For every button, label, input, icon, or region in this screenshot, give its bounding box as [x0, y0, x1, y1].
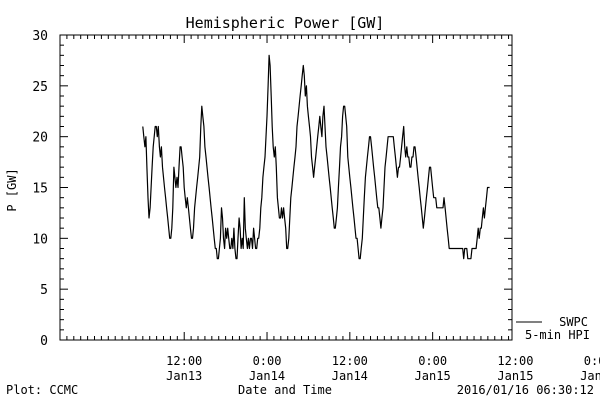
x-tick-time-label: 12:00 — [332, 354, 368, 368]
x-tick-date-label: Jan15 — [497, 369, 533, 383]
x-tick-date-label: Jan14 — [249, 369, 285, 383]
y-tick-label: 15 — [32, 182, 48, 197]
y-tick-label: 5 — [40, 283, 48, 298]
footer-plot-credit: Plot: CCMC — [6, 383, 78, 397]
legend-label-swpc: SWPC — [559, 315, 588, 329]
plot-frame — [59, 34, 513, 341]
x-tick-date-label: Jan13 — [166, 369, 202, 383]
y-tick-label: 25 — [32, 80, 48, 95]
x-tick-time-label: 0:00 — [584, 354, 600, 368]
x-tick-date-label: Jan15 — [415, 369, 451, 383]
y-axis-label: P [GW] — [5, 168, 19, 211]
y-axis-ticks: 0 5 10 15 20 25 30 — [32, 29, 512, 349]
x-tick-time-label: 0:00 — [418, 354, 447, 368]
x-axis-label: Date and Time — [238, 383, 332, 397]
x-tick-date-label: Jan14 — [332, 369, 368, 383]
x-tick-time-label: 0:00 — [253, 354, 282, 368]
footer-timestamp: 2016/01/16 06:30:12 — [457, 383, 594, 397]
series-layer — [142, 54, 490, 260]
x-tick-time-label: 12:00 — [166, 354, 202, 368]
x-tick-date-label: Jan16 — [580, 369, 600, 383]
legend-label-5min-hpi: 5-min HPI — [525, 328, 590, 342]
chart-title: Hemispheric Power [GW] — [186, 14, 385, 32]
y-tick-label: 20 — [32, 131, 48, 146]
x-axis-ticks: 12:00Jan130:00Jan1412:00Jan140:00Jan1512… — [59, 35, 600, 383]
series-line-swpc — [142, 54, 490, 260]
y-tick-label: 30 — [32, 29, 48, 44]
x-tick-time-label: 12:00 — [497, 354, 533, 368]
y-tick-label: 10 — [32, 232, 48, 247]
y-tick-label: 0 — [40, 334, 48, 349]
